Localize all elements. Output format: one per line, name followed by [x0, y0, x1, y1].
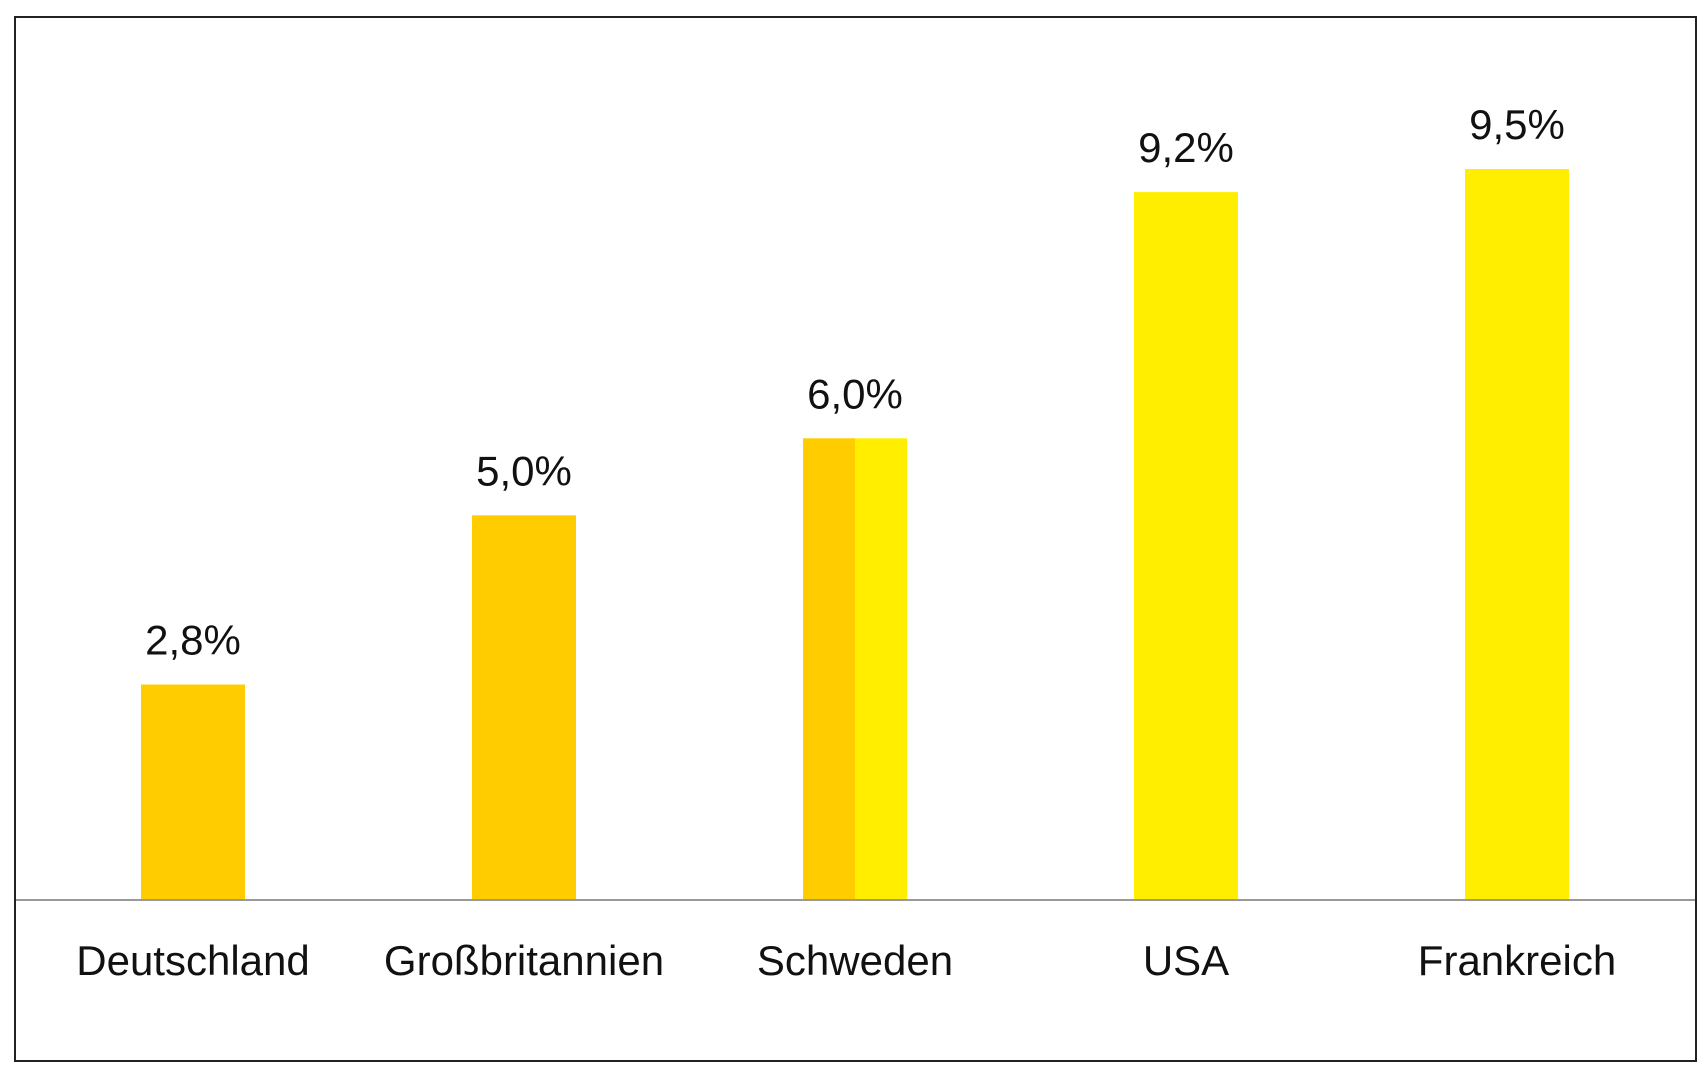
bars-group [141, 169, 1569, 901]
category-label-schweden: Schweden [757, 937, 953, 984]
bar-deutschland [141, 684, 245, 900]
category-label-deutschland: Deutschland [76, 937, 309, 984]
bar-großbritannien [472, 515, 576, 901]
value-label-frankreich: 9,5% [1469, 101, 1565, 148]
category-label-großbritannien: Großbritannien [384, 937, 664, 984]
bar-usa [1134, 192, 1238, 901]
value-label-schweden: 6,0% [807, 370, 903, 417]
value-labels-group: 2,8% 5,0% 6,0% 9,2% 9,5% [145, 101, 1565, 664]
value-label-usa: 9,2% [1138, 124, 1234, 171]
category-label-usa: USA [1143, 937, 1229, 984]
bar-schweden-seg1 [803, 438, 855, 900]
category-labels-group: Deutschland Großbritannien Schweden USA Fran… [76, 937, 1616, 984]
value-label-deutschland: 2,8% [145, 617, 241, 664]
value-label-großbritannien: 5,0% [476, 447, 572, 494]
category-label-frankreich: Frankreich [1418, 937, 1616, 984]
bar-frankreich [1465, 169, 1569, 900]
bar-schweden-seg2 [855, 438, 907, 900]
